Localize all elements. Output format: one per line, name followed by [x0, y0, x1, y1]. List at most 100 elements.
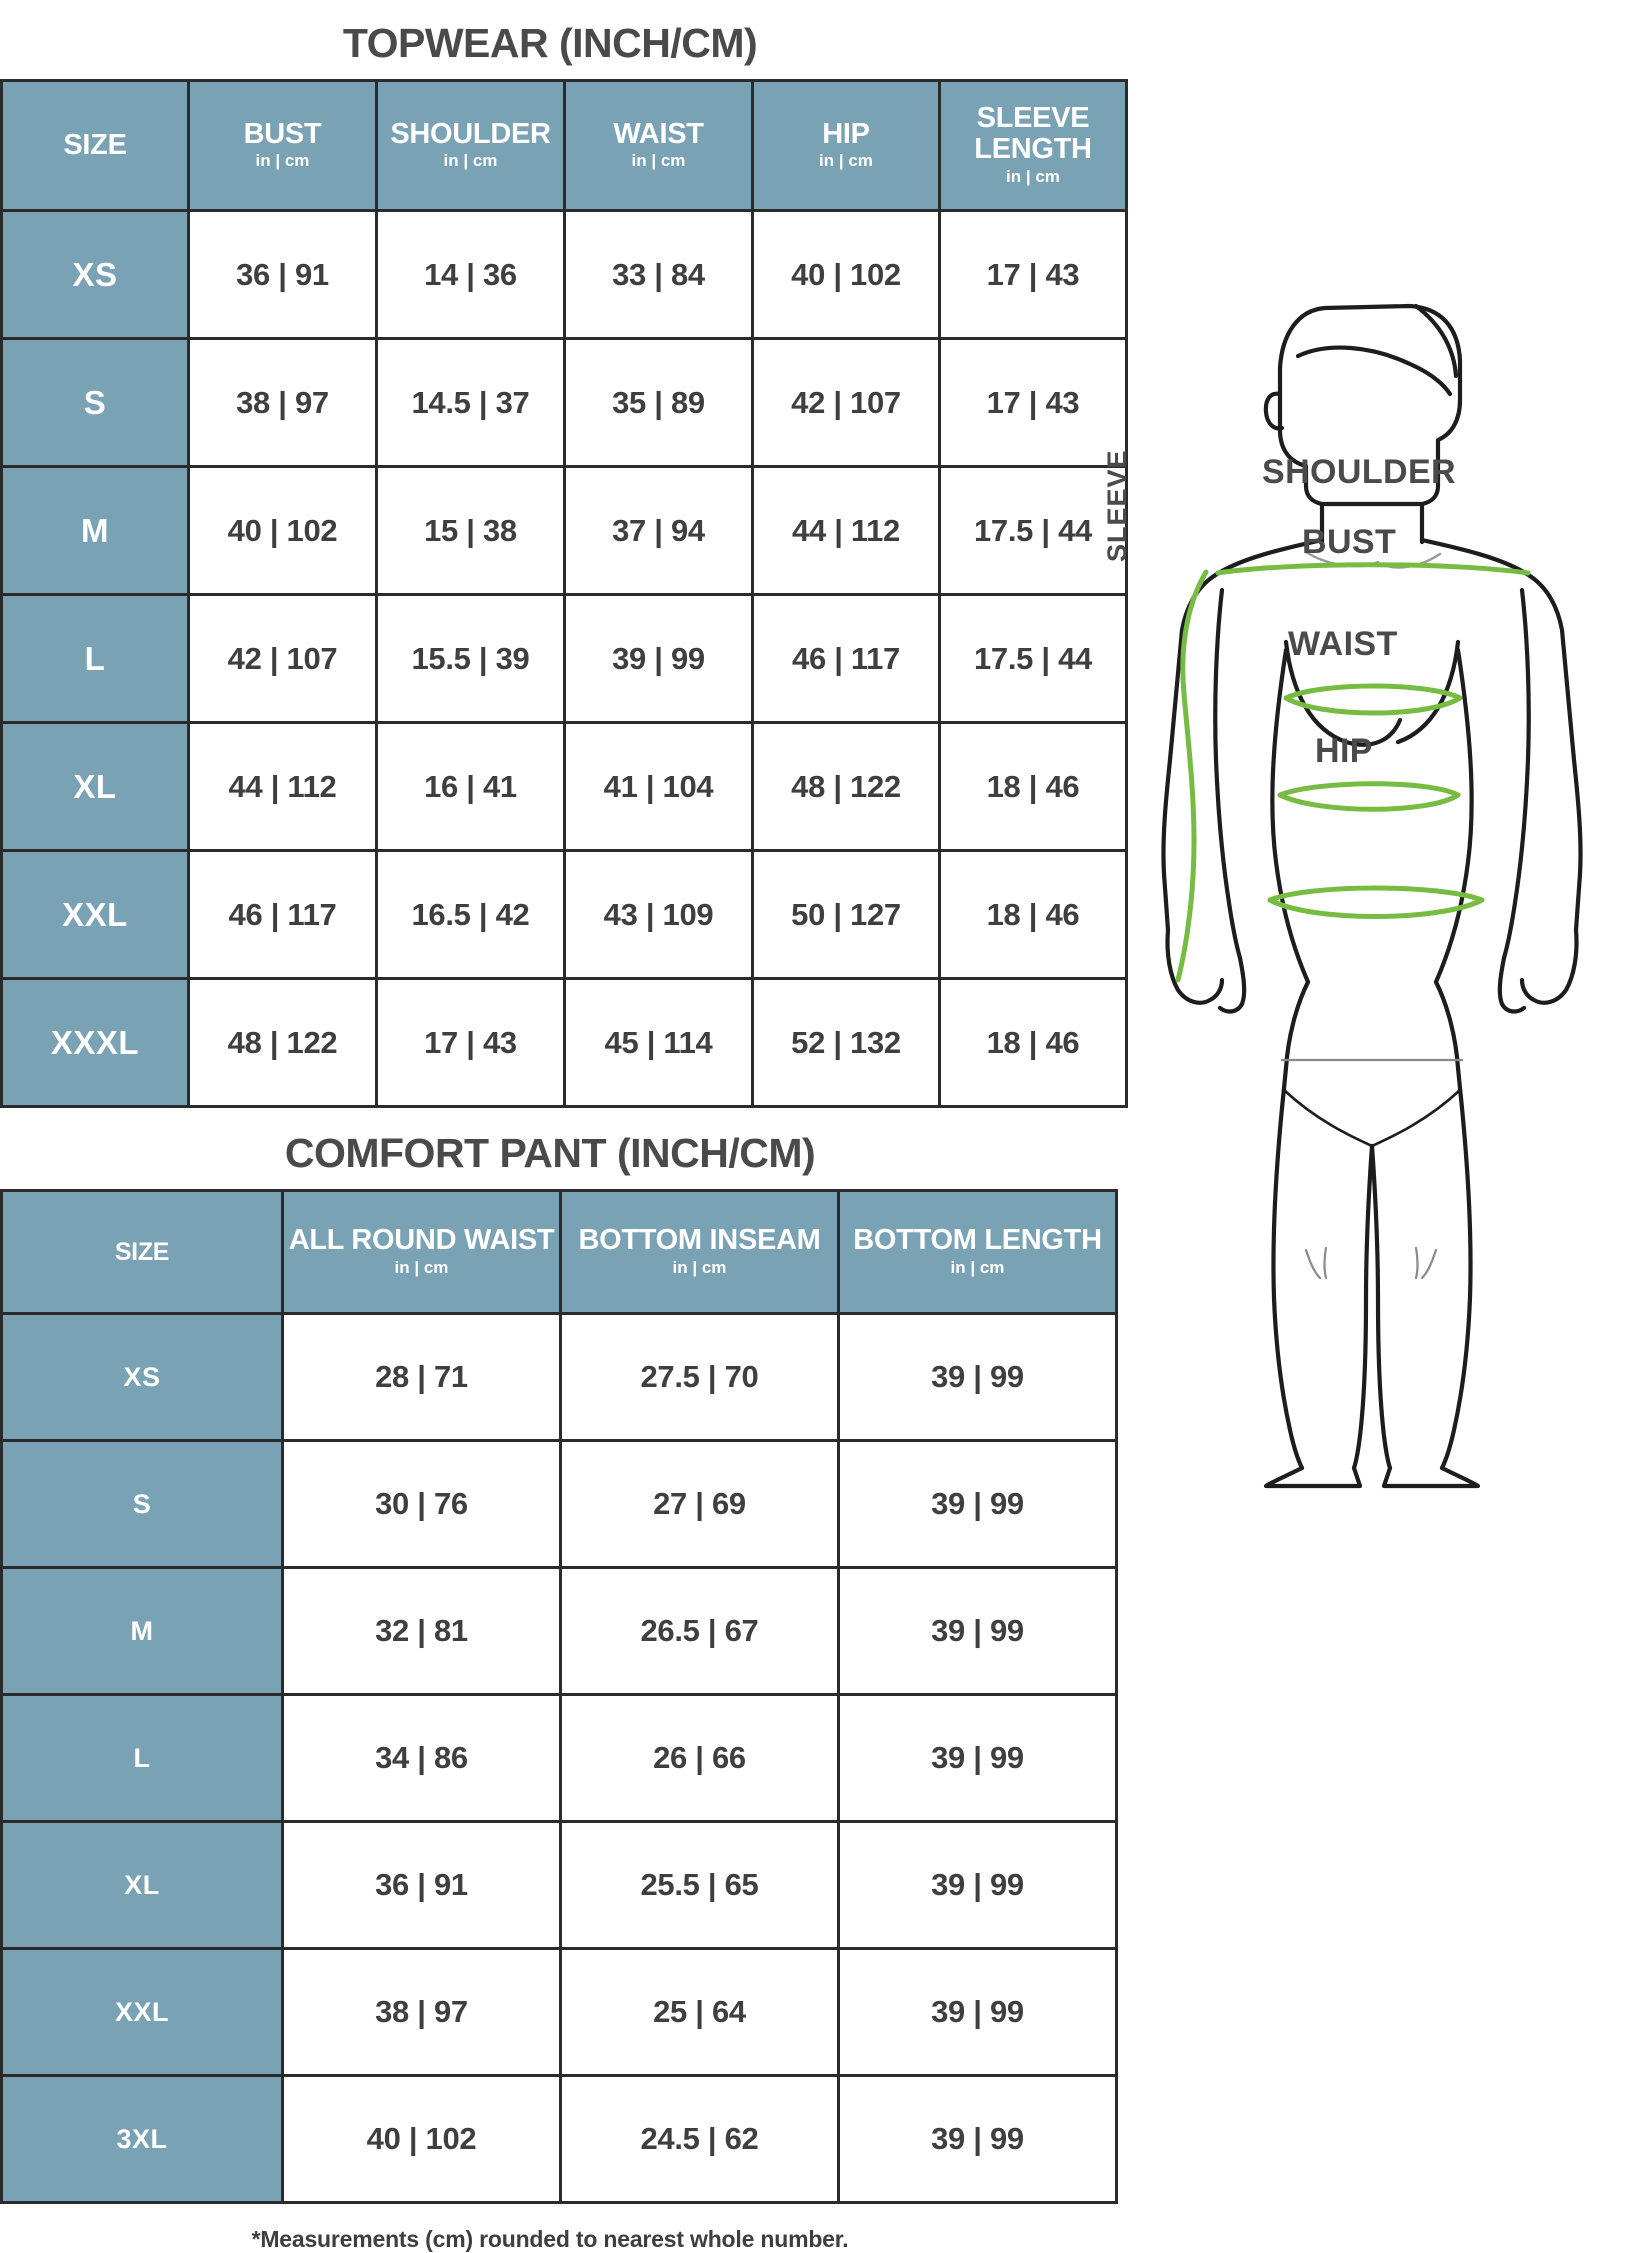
cell-all-round-waist: 28 | 71 — [281, 1312, 562, 1443]
column-title: SIZE — [114, 1237, 170, 1266]
cell-hip: 46 | 117 — [751, 593, 941, 725]
column-title: SLEEVE LENGTH — [974, 102, 1092, 165]
cell-all-round-waist: 32 | 81 — [281, 1566, 562, 1697]
cell-size: S — [0, 1439, 284, 1570]
table-row: XL 36 | 91 25.5 | 65 39 | 99 — [0, 1820, 1118, 1951]
pant-col-bottom-inseam: BOTTOM INSEAM in | cm — [559, 1189, 840, 1316]
cell-bust: 36 | 91 — [187, 209, 378, 341]
column-title: BUST — [243, 117, 322, 150]
table-row: S 38 | 97 14.5 | 37 35 | 89 42 | 107 17 … — [0, 337, 1128, 469]
column-units: in | cm — [443, 151, 498, 171]
cell-bottom-length: 39 | 99 — [837, 1312, 1118, 1443]
column-units: in | cm — [631, 151, 686, 171]
table-row: XXL 46 | 117 16.5 | 42 43 | 109 50 | 127… — [0, 849, 1128, 981]
table-row: M 40 | 102 15 | 38 37 | 94 44 | 112 17.5… — [0, 465, 1128, 597]
cell-bust: 44 | 112 — [187, 721, 378, 853]
cell-shoulder: 17 | 43 — [375, 977, 566, 1109]
cell-bottom-length: 39 | 99 — [837, 1693, 1118, 1824]
cell-all-round-waist: 38 | 97 — [281, 1947, 562, 2078]
sleeve-measure-line — [1175, 569, 1209, 983]
cell-all-round-waist: 34 | 86 — [281, 1693, 562, 1824]
cell-bottom-length: 39 | 99 — [837, 1566, 1118, 1697]
cell-bottom-length: 39 | 99 — [837, 1947, 1118, 2078]
hip-measure-line — [1267, 897, 1485, 919]
figure-label-waist: WAIST — [1288, 625, 1398, 663]
cell-size: S — [0, 337, 190, 469]
cell-bust: 48 | 122 — [187, 977, 378, 1109]
topwear-title: TOPWEAR (INCH/CM) — [342, 20, 758, 66]
topwear-col-sleeve-length: SLEEVE LENGTH in | cm — [938, 79, 1128, 213]
table-row: 3XL 40 | 102 24.5 | 62 39 | 99 — [0, 2074, 1118, 2205]
column-title: WAIST — [613, 117, 704, 150]
table-row: XS 36 | 91 14 | 36 33 | 84 40 | 102 17 |… — [0, 209, 1128, 341]
topwear-col-hip: HIP in | cm — [751, 79, 941, 213]
cell-waist: 43 | 109 — [563, 849, 754, 981]
pant-title: COMFORT PANT (INCH/CM) — [284, 1130, 816, 1177]
cell-bust: 38 | 97 — [187, 337, 378, 469]
cell-bottom-inseam: 27 | 69 — [559, 1439, 840, 1570]
table-row: XXL 38 | 97 25 | 64 39 | 99 — [0, 1947, 1118, 2078]
figure-label-bust: BUST — [1302, 523, 1397, 561]
pant-col-all-round-waist: ALL ROUND WAIST in | cm — [281, 1189, 562, 1316]
cell-sleeve: 17.5 | 44 — [938, 593, 1128, 725]
cell-bottom-inseam: 25.5 | 65 — [559, 1820, 840, 1951]
cell-size: L — [0, 593, 190, 725]
table-row: L 42 | 107 15.5 | 39 39 | 99 46 | 117 17… — [0, 593, 1128, 725]
pant-col-bottom-length: BOTTOM LENGTH in | cm — [837, 1189, 1118, 1316]
cell-waist: 41 | 104 — [563, 721, 754, 853]
cell-shoulder: 15 | 38 — [375, 465, 566, 597]
cell-hip: 40 | 102 — [751, 209, 941, 341]
cell-bottom-inseam: 27.5 | 70 — [559, 1312, 840, 1443]
cell-all-round-waist: 30 | 76 — [281, 1439, 562, 1570]
cell-size: XXL — [0, 1947, 284, 2078]
waist-measure-line — [1277, 792, 1461, 812]
cell-size: XL — [0, 721, 190, 853]
cell-bust: 40 | 102 — [187, 465, 378, 597]
cell-shoulder: 14 | 36 — [375, 209, 566, 341]
column-units: in | cm — [672, 1257, 727, 1277]
shoulder-measure-line — [1215, 562, 1531, 576]
tables-column: TOPWEAR (INCH/CM) SIZE BUST in | cm SHOU… — [0, 20, 1128, 2252]
cell-all-round-waist: 36 | 91 — [281, 1820, 562, 1951]
cell-size: 3XL — [0, 2074, 284, 2205]
cell-hip: 44 | 112 — [751, 465, 941, 597]
column-title: SIZE — [63, 129, 127, 162]
column-units: in | cm — [394, 1257, 449, 1277]
cell-sleeve: 18 | 46 — [938, 849, 1128, 981]
topwear-header-row: SIZE BUST in | cm SHOULDER in | cm WAIST… — [0, 79, 1128, 213]
column-units: in | cm — [950, 1257, 1005, 1277]
cell-sleeve: 18 | 46 — [938, 721, 1128, 853]
cell-size: XS — [0, 209, 190, 341]
table-row: M 32 | 81 26.5 | 67 39 | 99 — [0, 1566, 1118, 1697]
pant-header-row: SIZE ALL ROUND WAIST in | cm BOTTOM INSE… — [0, 1189, 1118, 1316]
cell-hip: 52 | 132 — [751, 977, 941, 1109]
column-title: SHOULDER — [390, 117, 551, 150]
cell-bottom-inseam: 26.5 | 67 — [559, 1566, 840, 1697]
table-row: XS 28 | 71 27.5 | 70 39 | 99 — [0, 1312, 1118, 1443]
cell-shoulder: 16.5 | 42 — [375, 849, 566, 981]
cell-shoulder: 14.5 | 37 — [375, 337, 566, 469]
table-row: L 34 | 86 26 | 66 39 | 99 — [0, 1693, 1118, 1824]
bust-measure-line — [1283, 695, 1463, 716]
cell-bottom-length: 39 | 99 — [837, 2074, 1118, 2205]
table-row: S 30 | 76 27 | 69 39 | 99 — [0, 1439, 1118, 1570]
column-units: in | cm — [255, 151, 310, 171]
topwear-col-bust: BUST in | cm — [187, 79, 378, 213]
cell-size: M — [0, 1566, 284, 1697]
cell-size: XXL — [0, 849, 190, 981]
topwear-col-shoulder: SHOULDER in | cm — [375, 79, 566, 213]
female-body-outline-icon — [1161, 303, 1583, 1489]
cell-bust: 42 | 107 — [187, 593, 378, 725]
column-title: ALL ROUND WAIST — [288, 1224, 555, 1257]
cell-shoulder: 16 | 41 — [375, 721, 566, 853]
cell-hip: 42 | 107 — [751, 337, 941, 469]
cell-size: XXXL — [0, 977, 190, 1109]
cell-sleeve: 18 | 46 — [938, 977, 1128, 1109]
cell-size: XL — [0, 1820, 284, 1951]
cell-bottom-inseam: 24.5 | 62 — [559, 2074, 840, 2205]
cell-size: XS — [0, 1312, 284, 1443]
cell-sleeve: 17.5 | 44 — [938, 465, 1128, 597]
body-measurement-figure: SHOULDER BUST WAIST HIP SLEEVE — [1102, 290, 1640, 1490]
cell-hip: 48 | 122 — [751, 721, 941, 853]
column-title: HIP — [822, 117, 870, 150]
